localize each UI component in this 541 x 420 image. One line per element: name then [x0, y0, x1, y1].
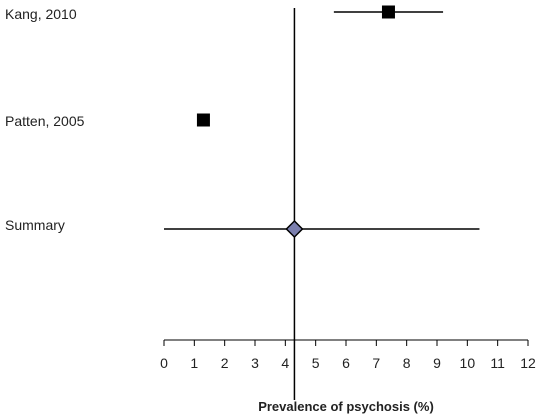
x-tick-label: 7	[372, 355, 380, 371]
x-tick-label: 3	[251, 355, 259, 371]
x-tick-label: 6	[342, 355, 350, 371]
x-tick-label: 1	[190, 355, 198, 371]
x-tick-label: 0	[160, 355, 168, 371]
study-estimate-square	[381, 5, 395, 19]
x-tick-label: 11	[490, 355, 505, 371]
x-tick-label: 12	[520, 355, 536, 371]
x-tick-label: 4	[281, 355, 289, 371]
study-label-summary: Summary	[5, 217, 65, 233]
study-labels: Kang, 2010 Patten, 2005 Summary	[5, 6, 85, 233]
study-estimate-square	[196, 113, 210, 127]
x-tick-label: 10	[460, 355, 476, 371]
x-tick-label: 5	[312, 355, 320, 371]
x-tick-label: 2	[221, 355, 229, 371]
x-tick-label: 8	[403, 355, 411, 371]
plot-area	[164, 5, 480, 400]
x-axis-title: Prevalence of psychosis (%)	[258, 399, 434, 414]
x-axis: 0 1 2 3 4 5 6 7 8 9 10 11 12	[160, 339, 536, 371]
study-label-patten-2005: Patten, 2005	[5, 113, 85, 129]
summary-diamond	[285, 219, 304, 239]
x-tick-label: 9	[433, 355, 441, 371]
study-label-kang-2010: Kang, 2010	[5, 6, 77, 22]
